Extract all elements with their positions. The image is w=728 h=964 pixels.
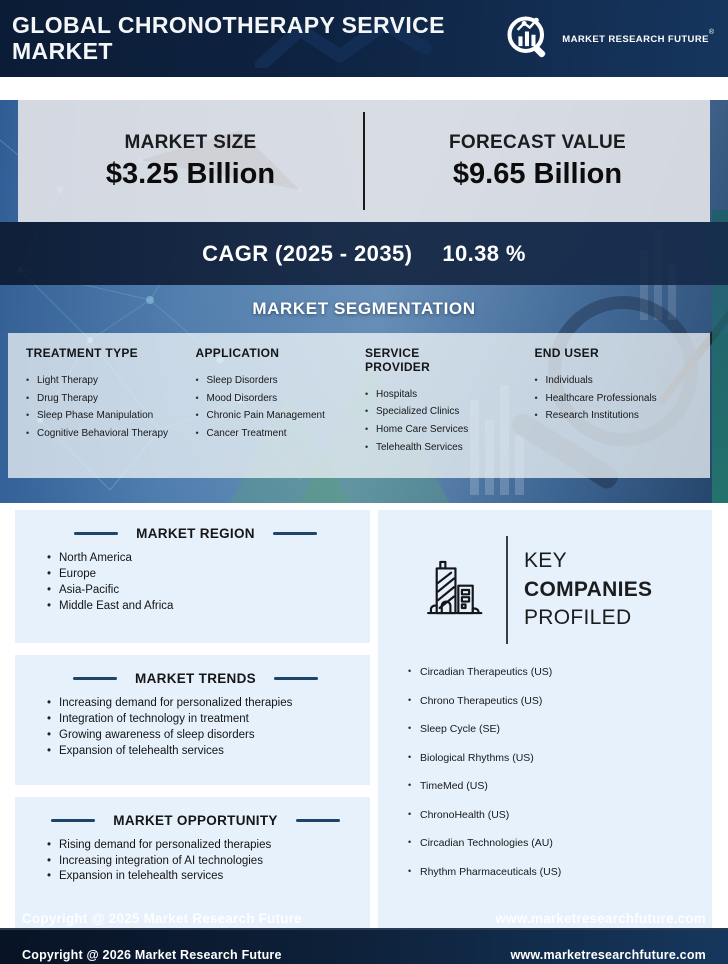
title-line: PROFILED	[524, 606, 632, 630]
segment-column-treatment-type: TREATMENT TYPE Light Therapy Drug Therap…	[26, 346, 196, 478]
segment-item: Telehealth Services	[365, 442, 525, 454]
company-item: Sleep Cycle (SE)	[408, 723, 698, 735]
company-item: Rhythm Pharmaceuticals (US)	[408, 866, 698, 878]
market-trends-title: MARKET TRENDS	[135, 671, 256, 687]
segment-item: Light Therapy	[26, 375, 186, 387]
segment-item: Mood Disorders	[196, 393, 356, 405]
segment-item: Chronic Pain Management	[196, 410, 356, 422]
magnifier-chart-logo-icon	[507, 16, 546, 58]
heading-dash-right	[273, 677, 318, 681]
list-item: Expansion in telehealth services	[47, 869, 356, 885]
company-item: Chrono Therapeutics (US)	[408, 695, 698, 707]
heading-dash-left	[51, 818, 96, 822]
segment-column-end-user: END USER Individuals Healthcare Professi…	[534, 346, 705, 478]
segment-column-title: TREATMENT TYPE	[26, 346, 138, 360]
segment-column-title: SERVICE PROVIDER	[365, 346, 431, 374]
right-column: KEY COMPANIES PROFILED Circadian Therape…	[378, 510, 712, 928]
stats-divider	[363, 112, 365, 210]
line-chart-swoosh-decoration	[255, 18, 432, 68]
list-item: Expansion of telehealth services	[47, 744, 356, 760]
list-item: Growing awareness of sleep disorders	[47, 728, 356, 744]
segment-column-title: APPLICATION	[195, 346, 280, 360]
company-item: Circadian Therapeutics (US)	[408, 666, 698, 678]
segment-column-title: END USER	[534, 346, 599, 360]
segment-item: Hospitals	[365, 389, 525, 401]
company-item: ChronoHealth (US)	[408, 809, 698, 821]
market-trends-list: Increasing demand for personalized thera…	[35, 696, 356, 759]
company-item: Circadian Technologies (AU)	[408, 837, 698, 849]
market-opportunity-card: MARKET OPPORTUNITY Rising demand for per…	[15, 796, 370, 928]
heading-dash-right	[272, 532, 317, 535]
segment-item-list: Hospitals Specialized Clinics Home Care …	[365, 389, 525, 454]
segment-item: Drug Therapy	[26, 393, 186, 405]
company-list: Circadian Therapeutics (US) Chrono Thera…	[400, 666, 698, 878]
footer-copyright-text: Copyright @ 2026 Market Research Future	[22, 948, 282, 962]
segmentation-heading-strip: MARKET SEGMENTATION	[0, 285, 728, 333]
market-size-label: MARKET SIZE	[124, 131, 257, 153]
key-companies-card: KEY COMPANIES PROFILED Circadian Therape…	[378, 510, 712, 928]
market-region-title: MARKET REGION	[136, 526, 255, 541]
forecast-value-value: $9.65 Billion	[452, 157, 623, 190]
list-item: Asia-Pacific	[47, 583, 356, 599]
forecast-value-stat: FORECAST VALUE $9.65 Billion	[365, 132, 710, 191]
segment-item-list: Light Therapy Drug Therapy Sleep Phase M…	[26, 375, 186, 440]
hero-section: MARKET SIZE $3.25 Billion FORECAST VALUE…	[0, 100, 728, 503]
buildings-icon	[427, 560, 483, 615]
stats-panel: MARKET SIZE $3.25 Billion FORECAST VALUE…	[18, 100, 710, 222]
segment-item: Home Care Services	[365, 424, 525, 436]
segment-item: Sleep Disorders	[196, 375, 356, 387]
heading-dash-right	[295, 818, 340, 822]
market-size-stat: MARKET SIZE $3.25 Billion	[18, 132, 363, 191]
market-trends-card: MARKET TRENDS Increasing demand for pers…	[15, 655, 370, 785]
market-opportunity-list: Rising demand for personalized therapies…	[35, 838, 356, 886]
market-region-list: North America Europe Asia-Pacific Middle…	[35, 551, 356, 614]
segment-column-service-provider: SERVICE PROVIDER Hospitals Specialized C…	[365, 346, 535, 478]
segment-item: Research Institutions	[535, 410, 695, 422]
heading-dash-left	[74, 532, 119, 535]
brand-logo: MARKET RESEARCH FUTURE®	[503, 12, 714, 64]
market-size-value: $3.25 Billion	[105, 157, 276, 190]
list-item: Increasing demand for personalized thera…	[47, 696, 356, 712]
registered-trademark: ®	[708, 29, 714, 36]
key-companies-header: KEY COMPANIES PROFILED	[418, 536, 698, 644]
list-item: Integration of technology in treatment	[47, 712, 356, 728]
list-item: Europe	[47, 567, 356, 583]
left-column: MARKET REGION North America Europe Asia-…	[15, 510, 370, 928]
vertical-divider	[506, 536, 508, 644]
company-item: Biological Rhythms (US)	[408, 752, 698, 764]
list-item: Middle East and Africa	[47, 599, 356, 615]
segmentation-panel: TREATMENT TYPE Light Therapy Drug Therap…	[8, 333, 710, 478]
market-opportunity-title: MARKET OPPORTUNITY	[113, 812, 278, 828]
header: GLOBAL CHRONOTHERAPY SERVICE MARKET MARK…	[0, 0, 728, 77]
segment-item-list: Sleep Disorders Mood Disorders Chronic P…	[196, 375, 356, 440]
title-line: KEY	[524, 548, 567, 572]
segment-column-application: APPLICATION Sleep Disorders Mood Disorde…	[195, 346, 366, 478]
cagr-band: CAGR (2025 - 2035) 10.38 %	[0, 222, 728, 285]
cagr-value: 10.38 %	[442, 240, 526, 266]
segment-item: Sleep Phase Manipulation	[26, 410, 186, 422]
title-line: COMPANIES	[524, 577, 653, 601]
lower-section: MARKET REGION North America Europe Asia-…	[0, 503, 728, 928]
page-title: GLOBAL CHRONOTHERAPY SERVICE MARKET	[12, 12, 445, 64]
list-item: Rising demand for personalized therapies	[47, 838, 356, 854]
list-item: North America	[47, 551, 356, 567]
footer-website-link[interactable]: www.marketresearchfuture.com	[510, 948, 706, 962]
market-region-card: MARKET REGION North America Europe Asia-…	[15, 510, 370, 644]
list-item: Increasing integration of AI technologie…	[47, 854, 356, 870]
cagr-label: CAGR (2025 - 2035)	[202, 240, 413, 266]
heading-dash-left	[73, 677, 118, 681]
segmentation-title: MARKET SEGMENTATION	[252, 299, 476, 318]
segment-item: Cancer Treatment	[196, 428, 356, 440]
company-item: TimeMed (US)	[408, 780, 698, 792]
segment-item-list: Individuals Healthcare Professionals Res…	[535, 375, 695, 422]
segment-item: Individuals	[535, 375, 695, 387]
forecast-value-label: FORECAST VALUE	[449, 131, 626, 153]
key-companies-title: KEY COMPANIES PROFILED	[524, 547, 652, 634]
segment-item: Healthcare Professionals	[535, 393, 695, 405]
footer-bar: Copyright @ 2026 Market Research Future …	[0, 928, 728, 964]
brand-name: MARKET RESEARCH FUTURE	[562, 34, 709, 45]
segment-item: Cognitive Behavioral Therapy	[26, 428, 186, 440]
segment-item: Specialized Clinics	[365, 406, 525, 418]
